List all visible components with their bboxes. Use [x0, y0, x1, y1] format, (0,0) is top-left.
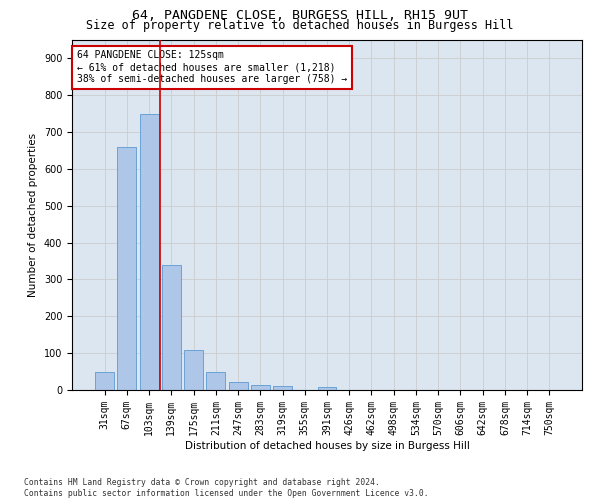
Bar	[95, 372, 114, 390]
Text: 64, PANGDENE CLOSE, BURGESS HILL, RH15 9UT: 64, PANGDENE CLOSE, BURGESS HILL, RH15 9…	[132, 9, 468, 22]
Text: 64 PANGDENE CLOSE: 125sqm
← 61% of detached houses are smaller (1,218)
38% of se: 64 PANGDENE CLOSE: 125sqm ← 61% of detac…	[77, 50, 347, 84]
Y-axis label: Number of detached properties: Number of detached properties	[28, 133, 38, 297]
Bar	[317, 387, 337, 390]
Bar	[184, 350, 203, 390]
Bar	[251, 385, 270, 390]
Bar	[118, 147, 136, 390]
X-axis label: Distribution of detached houses by size in Burgess Hill: Distribution of detached houses by size …	[185, 440, 469, 450]
Bar	[273, 386, 292, 390]
Bar	[162, 264, 181, 390]
Bar	[206, 372, 225, 390]
Bar	[140, 114, 158, 390]
Text: Contains HM Land Registry data © Crown copyright and database right 2024.
Contai: Contains HM Land Registry data © Crown c…	[24, 478, 428, 498]
Text: Size of property relative to detached houses in Burgess Hill: Size of property relative to detached ho…	[86, 18, 514, 32]
Bar	[229, 382, 248, 390]
